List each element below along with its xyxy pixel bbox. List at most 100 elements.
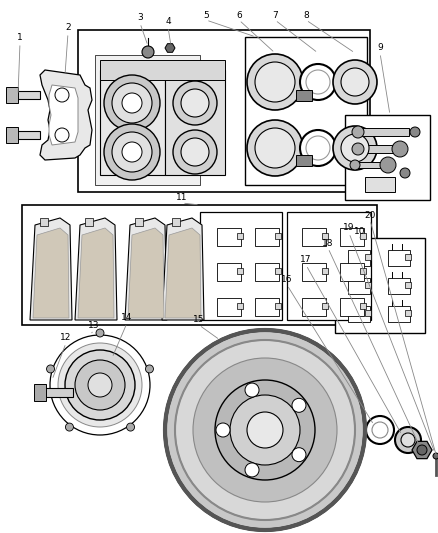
Circle shape — [292, 398, 306, 413]
Bar — [217, 263, 241, 281]
Text: 2: 2 — [65, 23, 71, 33]
Bar — [302, 298, 326, 316]
Text: 16: 16 — [281, 276, 293, 285]
Bar — [340, 263, 364, 281]
Bar — [388, 250, 410, 266]
Circle shape — [193, 358, 337, 502]
Bar — [275, 268, 281, 274]
Bar — [85, 218, 93, 226]
Bar — [340, 228, 364, 246]
Circle shape — [247, 54, 303, 110]
Polygon shape — [165, 44, 175, 52]
Text: 18: 18 — [322, 238, 334, 247]
Circle shape — [173, 81, 217, 125]
Bar — [348, 278, 370, 294]
Polygon shape — [33, 228, 69, 318]
Bar — [172, 218, 180, 226]
Bar — [255, 298, 279, 316]
Circle shape — [122, 142, 142, 162]
Circle shape — [255, 128, 295, 168]
Bar — [100, 60, 225, 80]
Circle shape — [104, 75, 160, 131]
Circle shape — [392, 141, 408, 157]
Text: 5: 5 — [203, 11, 209, 20]
Text: 6: 6 — [236, 11, 242, 20]
Bar — [245, 37, 367, 185]
Text: 17: 17 — [300, 255, 312, 264]
Circle shape — [400, 168, 410, 178]
Text: 4: 4 — [165, 18, 171, 27]
Bar — [78, 30, 370, 192]
Circle shape — [350, 160, 360, 170]
Circle shape — [181, 138, 209, 166]
Bar — [352, 162, 382, 168]
Polygon shape — [40, 70, 92, 160]
Circle shape — [165, 330, 365, 530]
Bar — [348, 250, 370, 266]
Bar — [322, 268, 328, 274]
Polygon shape — [78, 228, 114, 318]
Circle shape — [145, 365, 153, 373]
Bar — [388, 306, 410, 322]
Bar — [365, 177, 395, 192]
Circle shape — [142, 46, 154, 58]
Circle shape — [55, 128, 69, 142]
Circle shape — [96, 329, 104, 337]
Polygon shape — [125, 218, 167, 320]
Polygon shape — [100, 70, 165, 175]
Text: 10: 10 — [354, 228, 366, 237]
Circle shape — [65, 350, 135, 420]
Bar — [22, 205, 377, 325]
Bar — [322, 303, 328, 309]
Bar — [6, 127, 18, 143]
Circle shape — [65, 423, 74, 431]
Circle shape — [333, 126, 377, 170]
Circle shape — [112, 83, 152, 123]
Circle shape — [341, 68, 369, 96]
Bar — [405, 254, 411, 260]
Bar — [8, 131, 40, 139]
Bar — [200, 212, 282, 320]
Circle shape — [372, 422, 388, 438]
Circle shape — [352, 126, 364, 138]
Circle shape — [127, 423, 134, 431]
Circle shape — [46, 365, 55, 373]
Circle shape — [247, 120, 303, 176]
Text: 3: 3 — [137, 13, 143, 22]
Polygon shape — [75, 218, 117, 320]
Bar — [340, 298, 364, 316]
Bar — [302, 228, 326, 246]
Text: 11: 11 — [176, 193, 188, 203]
Bar — [348, 306, 370, 322]
Circle shape — [433, 453, 438, 459]
Circle shape — [401, 433, 415, 447]
Bar — [34, 384, 46, 401]
Bar — [217, 228, 241, 246]
Bar — [296, 90, 312, 101]
Bar — [255, 228, 279, 246]
Circle shape — [247, 412, 283, 448]
Text: 20: 20 — [364, 211, 376, 220]
Bar — [360, 233, 366, 239]
Bar — [405, 310, 411, 316]
Bar — [217, 298, 241, 316]
Circle shape — [292, 448, 306, 462]
Bar — [38, 388, 73, 397]
Circle shape — [122, 93, 142, 113]
Circle shape — [88, 373, 112, 397]
Bar — [40, 218, 48, 226]
Text: 1: 1 — [17, 34, 23, 43]
Bar — [6, 87, 18, 103]
Polygon shape — [162, 218, 204, 320]
Circle shape — [112, 132, 152, 172]
Circle shape — [300, 64, 336, 100]
Text: 9: 9 — [377, 44, 383, 52]
Polygon shape — [49, 85, 78, 145]
Circle shape — [306, 136, 330, 160]
Bar — [360, 303, 366, 309]
Circle shape — [58, 343, 142, 427]
Bar — [354, 128, 409, 136]
Text: 19: 19 — [343, 223, 355, 232]
Bar — [388, 278, 410, 294]
Text: 15: 15 — [193, 316, 205, 325]
